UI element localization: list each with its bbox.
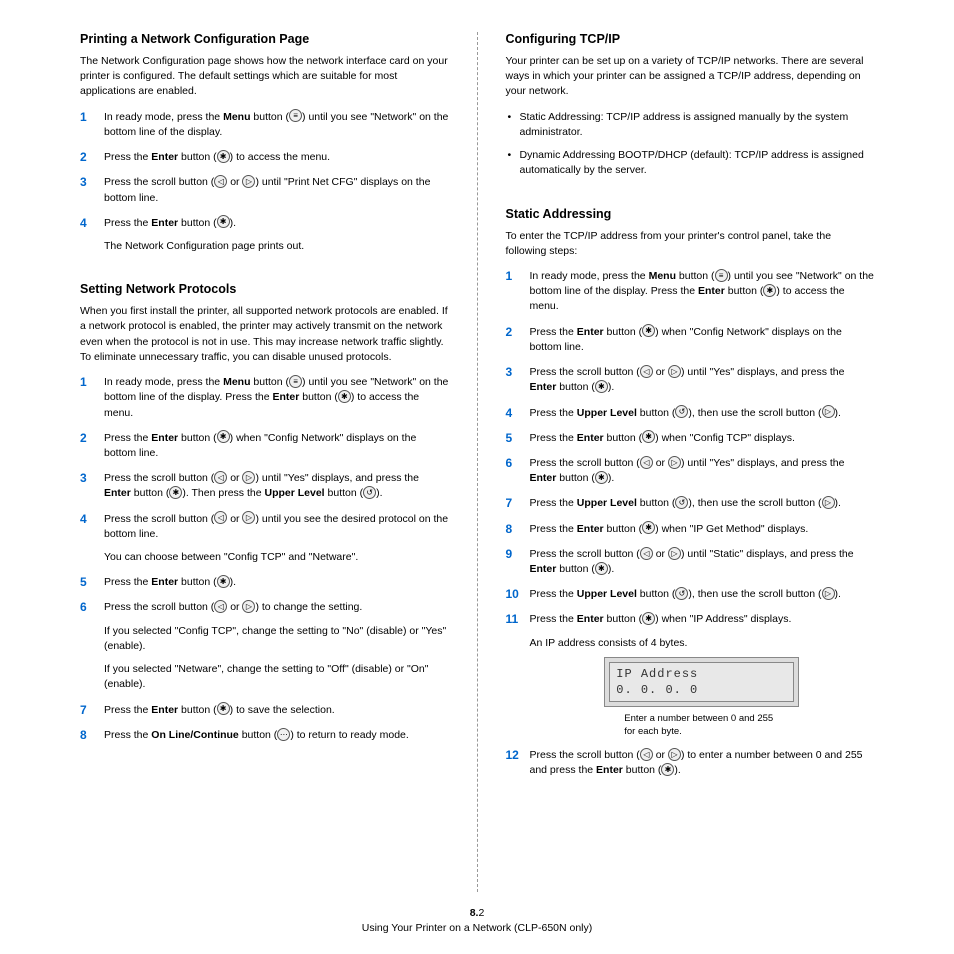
enter-icon: ✱ (338, 390, 351, 403)
online-icon: ⋯ (277, 728, 290, 741)
page-footer: 8.2 Using Your Printer on a Network (CLP… (0, 907, 954, 934)
list-item: Press the Upper Level button (↺), then u… (506, 587, 875, 602)
scroll-right-icon: ▷ (822, 587, 835, 600)
list-item: In ready mode, press the Menu button (≡)… (506, 269, 875, 315)
scroll-right-icon: ▷ (822, 496, 835, 509)
scroll-left-icon: ◁ (640, 365, 653, 378)
upper-level-icon: ↺ (675, 587, 688, 600)
lcd-row1: IP Address (616, 666, 787, 682)
scroll-left-icon: ◁ (214, 600, 227, 613)
enter-icon: ✱ (642, 430, 655, 443)
left-column: Printing a Network Configuration Page Th… (60, 32, 477, 892)
scroll-left-icon: ◁ (640, 547, 653, 560)
two-column-layout: Printing a Network Configuration Page Th… (0, 32, 954, 892)
enter-icon: ✱ (217, 430, 230, 443)
enter-icon: ✱ (217, 150, 230, 163)
enter-icon: ✱ (661, 763, 674, 776)
list-item: In ready mode, press the Menu button (≡)… (80, 110, 449, 140)
list-item: Press the Enter button (✱) when "Config … (80, 431, 449, 461)
steps-static-addr: In ready mode, press the Menu button (≡)… (506, 269, 875, 778)
list-item: Press the scroll button (◁ or ▷) until "… (80, 471, 449, 501)
intro-static-addr: To enter the TCP/IP address from your pr… (506, 229, 875, 259)
scroll-right-icon: ▷ (668, 748, 681, 761)
list-item: Press the On Line/Continue button (⋯) to… (80, 728, 449, 743)
list-item: Press the scroll button (◁ or ▷) until y… (80, 512, 449, 566)
enter-icon: ✱ (642, 612, 655, 625)
menu-icon: ≡ (289, 375, 302, 388)
bullet-list: Static Addressing: TCP/IP address is ass… (506, 110, 875, 179)
list-item: Press the Upper Level button (↺), then u… (506, 406, 875, 421)
list-item: In ready mode, press the Menu button (≡)… (80, 375, 449, 421)
heading-print-netcfg: Printing a Network Configuration Page (80, 32, 449, 46)
menu-icon: ≡ (289, 109, 302, 122)
scroll-left-icon: ◁ (214, 175, 227, 188)
list-item: Press the scroll button (◁ or ▷) to chan… (80, 600, 449, 692)
list-item: Press the Enter button (✱) when "Config … (506, 431, 875, 446)
scroll-right-icon: ▷ (668, 456, 681, 469)
menu-icon: ≡ (715, 269, 728, 282)
enter-icon: ✱ (217, 215, 230, 228)
lcd-caption: Enter a number between 0 and 255 for eac… (624, 713, 779, 738)
upper-level-icon: ↺ (675, 496, 688, 509)
right-column: Configuring TCP/IP Your printer can be s… (478, 32, 895, 892)
list-item: Press the scroll button (◁ or ▷) to ente… (506, 748, 875, 778)
scroll-right-icon: ▷ (668, 365, 681, 378)
enter-icon: ✱ (595, 562, 608, 575)
steps-print-netcfg: In ready mode, press the Menu button (≡)… (80, 110, 449, 255)
enter-icon: ✱ (642, 521, 655, 534)
list-item: Press the scroll button (◁ or ▷) until "… (506, 456, 875, 486)
heading-set-protocols: Setting Network Protocols (80, 282, 449, 296)
scroll-left-icon: ◁ (640, 456, 653, 469)
list-item: Press the Enter button (✱). (80, 575, 449, 590)
list-item: Press the Upper Level button (↺), then u… (506, 496, 875, 511)
intro-set-protocols: When you first install the printer, all … (80, 304, 449, 365)
scroll-left-icon: ◁ (214, 471, 227, 484)
enter-icon: ✱ (642, 324, 655, 337)
enter-icon: ✱ (217, 702, 230, 715)
list-item: Press the Enter button (✱) when "IP Addr… (506, 612, 875, 738)
enter-icon: ✱ (217, 575, 230, 588)
list-item: Press the scroll button (◁ or ▷) until "… (506, 365, 875, 395)
heading-static-addr: Static Addressing (506, 207, 875, 221)
scroll-right-icon: ▷ (822, 405, 835, 418)
scroll-left-icon: ◁ (214, 511, 227, 524)
scroll-right-icon: ▷ (668, 547, 681, 560)
scroll-left-icon: ◁ (640, 748, 653, 761)
list-item: Static Addressing: TCP/IP address is ass… (506, 110, 875, 140)
footer-title: Using Your Printer on a Network (CLP-650… (0, 922, 954, 934)
list-item: Press the Enter button (✱). The Network … (80, 216, 449, 254)
enter-icon: ✱ (595, 471, 608, 484)
scroll-right-icon: ▷ (242, 511, 255, 524)
scroll-right-icon: ▷ (242, 600, 255, 613)
list-item: Press the scroll button (◁ or ▷) until "… (506, 547, 875, 577)
list-item: Press the Enter button (✱) when "Config … (506, 325, 875, 355)
list-item: Dynamic Addressing BOOTP/DHCP (default):… (506, 148, 875, 178)
scroll-right-icon: ▷ (242, 471, 255, 484)
enter-icon: ✱ (169, 486, 182, 499)
scroll-right-icon: ▷ (242, 175, 255, 188)
list-item: Press the scroll button (◁ or ▷) until "… (80, 175, 449, 205)
intro-config-tcpip: Your printer can be set up on a variety … (506, 54, 875, 100)
enter-icon: ✱ (763, 284, 776, 297)
steps-set-protocols: In ready mode, press the Menu button (≡)… (80, 375, 449, 743)
lcd-row2: 0. 0. 0. 0 (616, 682, 787, 698)
list-item: Press the Enter button (✱) to access the… (80, 150, 449, 165)
enter-icon: ✱ (595, 380, 608, 393)
intro-print-netcfg: The Network Configuration page shows how… (80, 54, 449, 100)
upper-level-icon: ↺ (675, 405, 688, 418)
lcd-display: IP Address 0. 0. 0. 0 (604, 657, 799, 707)
heading-config-tcpip: Configuring TCP/IP (506, 32, 875, 46)
list-item: Press the Enter button (✱) when "IP Get … (506, 522, 875, 537)
upper-level-icon: ↺ (363, 486, 376, 499)
list-item: Press the Enter button (✱) to save the s… (80, 703, 449, 718)
